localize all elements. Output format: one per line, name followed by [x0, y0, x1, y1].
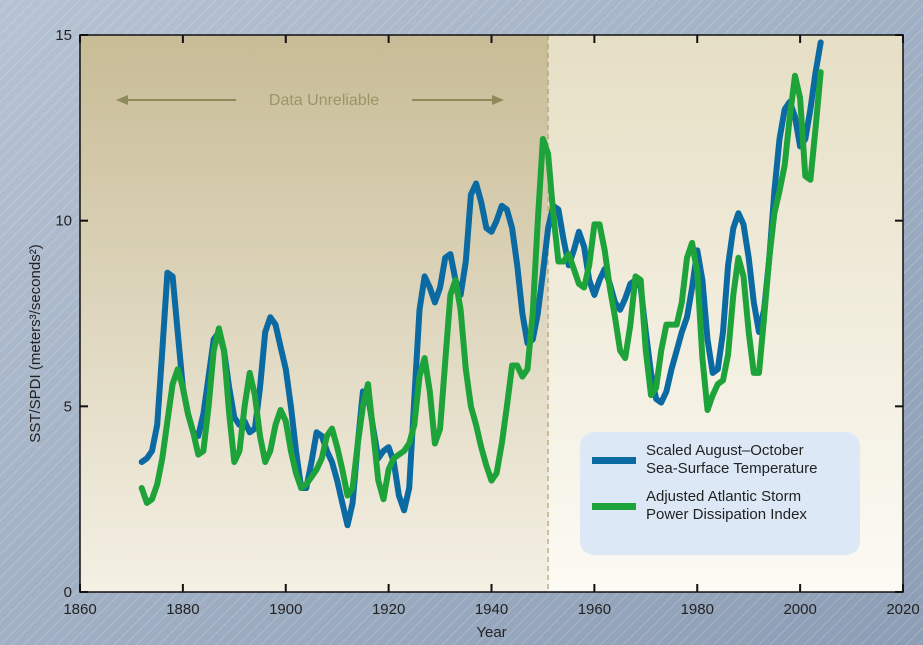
y-axis-label: SST/SPDI (meters³/seconds²)	[27, 244, 44, 442]
y-tick-label: 0	[64, 584, 72, 601]
x-tick-label: 1920	[372, 601, 405, 618]
series-line	[138, 39, 824, 529]
legend-label: Scaled August–October Sea-Surface Temper…	[646, 442, 818, 477]
legend-label: Adjusted Atlantic Storm Power Dissipatio…	[646, 488, 807, 523]
y-tick-label: 5	[64, 398, 72, 415]
legend: Scaled August–October Sea-Surface Temper…	[580, 432, 860, 555]
x-tick-label: 2000	[783, 601, 816, 618]
y-tick-label: 10	[55, 213, 72, 230]
y-tick-label: 15	[55, 27, 72, 44]
x-tick-label: 1860	[63, 601, 96, 618]
annotation-arrowhead	[116, 95, 128, 105]
plot-area-unreliable	[80, 35, 549, 592]
legend-swatch	[592, 502, 636, 510]
legend-swatch	[592, 456, 636, 464]
annotation: Data Unreliable	[269, 92, 379, 109]
x-axis-label: Year	[476, 624, 506, 641]
x-tick-label: 1980	[681, 601, 714, 618]
legend-entry: Scaled August–October Sea-Surface Temper…	[592, 442, 850, 478]
x-tick-label: 1900	[269, 601, 302, 618]
annotation-arrowhead	[492, 95, 504, 105]
x-tick-label: 1960	[578, 601, 611, 618]
x-tick-label: 1940	[475, 601, 508, 618]
legend-entry: Adjusted Atlantic Storm Power Dissipatio…	[592, 488, 850, 524]
x-tick-label: 2020	[886, 601, 919, 618]
series-line	[138, 69, 824, 506]
x-tick-label: 1880	[166, 601, 199, 618]
